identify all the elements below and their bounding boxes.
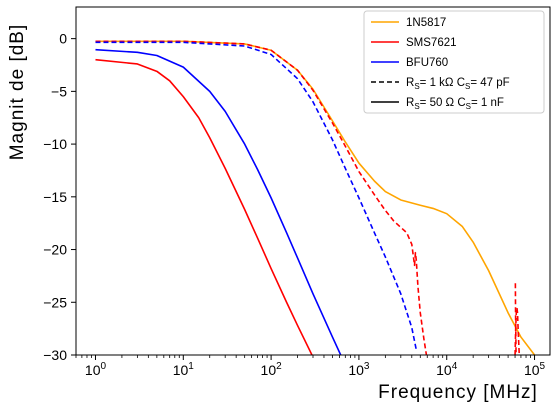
series-line-5 xyxy=(514,306,521,355)
x-tick-label: 100 xyxy=(85,361,107,378)
series-line-6 xyxy=(95,41,418,350)
y-tick-label: −25 xyxy=(43,294,67,310)
legend-label: BFU760 xyxy=(406,57,448,69)
x-tick-label: 105 xyxy=(524,361,546,378)
series-line-7 xyxy=(514,283,517,355)
series-line-4 xyxy=(95,40,428,355)
y-tick-label: −30 xyxy=(43,347,67,363)
legend-label: RS= 1 kΩ CS= 47 pF xyxy=(406,77,510,91)
x-tick-label: 102 xyxy=(261,361,283,378)
legend-label: RS= 50 Ω CS= 1 nF xyxy=(406,97,504,111)
legend-label: SMS7621 xyxy=(406,37,457,49)
y-axis: 0 −5 −10 −15 −20 −25 −30 xyxy=(43,31,76,363)
y-tick-label: −10 xyxy=(43,136,67,152)
y-tick-label: −15 xyxy=(43,189,67,205)
y-axis-label: Magnit de [dB] xyxy=(7,24,28,161)
y-tick-label: 0 xyxy=(59,31,67,47)
series-line-3 xyxy=(95,48,342,355)
legend-label: 1N5817 xyxy=(406,17,446,29)
series-line-2 xyxy=(95,58,313,355)
x-axis: 100 101 102 103 104 105 xyxy=(75,355,546,378)
x-tick-label: 101 xyxy=(173,361,195,378)
legend: 1N5817 SMS7621 BFU760 RS= 1 kΩ CS= 47 pF RS=… xyxy=(363,10,545,114)
x-axis-label: Frequency [MHz] xyxy=(378,382,538,403)
x-tick-label: 104 xyxy=(436,361,458,378)
series-layer xyxy=(95,40,536,355)
y-tick-label: −20 xyxy=(43,242,67,258)
x-tick-label: 103 xyxy=(348,361,370,378)
legend-box xyxy=(363,10,545,114)
y-tick-label: −5 xyxy=(51,83,67,99)
